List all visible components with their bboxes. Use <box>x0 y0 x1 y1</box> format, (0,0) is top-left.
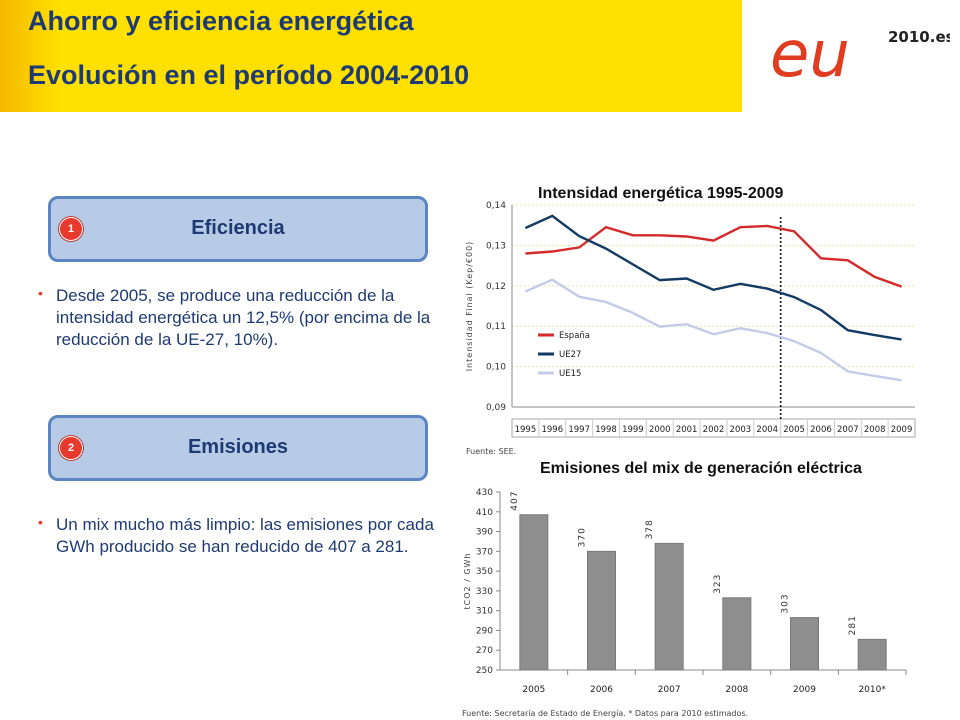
y-tick-label: 310 <box>476 607 493 617</box>
section-number-badge: 1 <box>59 217 83 241</box>
x-tick-label: 2004 <box>756 425 778 435</box>
data-label: 281 <box>848 615 858 635</box>
data-label: 407 <box>510 491 520 511</box>
y-tick-label: 270 <box>476 646 493 656</box>
x-tick-label: 1998 <box>595 425 617 435</box>
section-emisiones: 2 Emisiones <box>48 415 428 481</box>
y-tick-label: 0,09 <box>486 403 506 413</box>
x-tick-label: 1997 <box>568 425 590 435</box>
x-tick-label: 2007 <box>837 425 859 435</box>
y-axis-label: tCO2 / GWh <box>463 552 472 609</box>
bar <box>790 617 819 671</box>
y-tick-label: 0,14 <box>486 201 506 211</box>
data-label: 303 <box>781 593 791 613</box>
line-chart: 0,14 0,13 0,12 0,11 0,10 0,09 1995 1996 1997 1998… <box>465 201 916 456</box>
bullet-text-emisiones: Un mix mucho más limpio: las emisiones p… <box>56 515 434 556</box>
y-tick-label: 430 <box>476 488 493 498</box>
x-tick-label: 1999 <box>622 425 644 435</box>
data-label: 378 <box>645 519 655 539</box>
bar <box>519 514 549 671</box>
bar <box>587 550 616 671</box>
section-label: Emisiones <box>187 436 289 458</box>
legend-label: UE15 <box>559 369 581 379</box>
bullet-icon: • <box>38 285 43 301</box>
section-number-badge: 2 <box>59 436 83 460</box>
x-tick-label: 2003 <box>730 425 752 435</box>
x-tick-label: 2009 <box>891 425 913 435</box>
y-tick-label: 0,10 <box>486 363 506 373</box>
x-tick-label: 2002 <box>703 425 725 435</box>
x-tick-label: 2006 <box>590 685 613 695</box>
logo-text: eu <box>770 18 850 88</box>
bar-chart: 430 410 390 370 350 330 310 290 270 250 tCO2 / GWh… <box>462 488 907 718</box>
chart-source: Fuente: Secretaría de Estado de Energía.… <box>462 709 748 718</box>
eu2010-logo: eu 2010.es <box>770 18 950 88</box>
y-tick-label: 410 <box>476 508 493 518</box>
x-tick-label: 2009 <box>793 685 816 695</box>
x-tick-label: 2006 <box>810 425 832 435</box>
line-chart-title: Intensidad energética 1995-2009 <box>538 185 784 202</box>
bullet-text-eficiencia: Desde 2005, se produce una reducción de … <box>56 286 431 349</box>
x-tick-label: 2008 <box>725 685 748 695</box>
bar <box>722 597 752 671</box>
legend-label: UE27 <box>559 350 581 360</box>
bar-chart-title: Emisiones del mix de generación eléctric… <box>540 460 862 477</box>
y-tick-label: 390 <box>476 528 493 538</box>
y-tick-label: 0,11 <box>486 322 506 332</box>
x-tick-label: 2010* <box>858 685 886 695</box>
bar <box>857 638 887 671</box>
x-tick-label: 2000 <box>649 425 671 435</box>
bullet-icon: • <box>38 514 43 530</box>
series-line-ue15 <box>524 278 902 382</box>
x-tick-box <box>511 418 916 438</box>
y-tick-label: 330 <box>476 587 493 597</box>
data-label: 370 <box>578 527 588 547</box>
x-tick-label: 2001 <box>676 425 698 435</box>
y-tick-label: 0,12 <box>486 282 506 292</box>
y-tick-label: 370 <box>476 547 493 557</box>
section-label: Eficiencia <box>191 217 285 239</box>
y-tick-label: 0,13 <box>486 241 506 251</box>
x-tick-label: 2005 <box>522 685 545 695</box>
x-tick-label: 2005 <box>783 425 805 435</box>
x-tick-label: 1996 <box>541 425 563 435</box>
y-tick-label: 350 <box>476 567 493 577</box>
header-banner <box>0 0 742 112</box>
legend-label: España <box>559 331 590 341</box>
logo-suffix: 2010.es <box>888 28 950 46</box>
section-eficiencia: 1 Eficiencia <box>48 196 428 262</box>
bar <box>654 542 684 671</box>
y-axis-label: Intensidad Final (Kep/€00) <box>465 241 474 372</box>
y-tick-label: 290 <box>476 626 493 636</box>
page-subtitle: Evolución en el período 2004-2010 <box>28 60 470 90</box>
x-tick-label: 2007 <box>658 685 681 695</box>
x-tick-label: 2008 <box>864 425 886 435</box>
series-line-españa <box>525 224 903 288</box>
series-line-ue27 <box>524 214 902 341</box>
page-title: Ahorro y eficiencia energética <box>28 6 414 36</box>
chart-source: Fuente: SEE. <box>466 447 516 456</box>
header-gradient <box>0 0 60 112</box>
data-label: 323 <box>713 574 723 594</box>
x-tick-label: 1995 <box>515 425 537 435</box>
y-tick-label: 250 <box>476 666 493 676</box>
